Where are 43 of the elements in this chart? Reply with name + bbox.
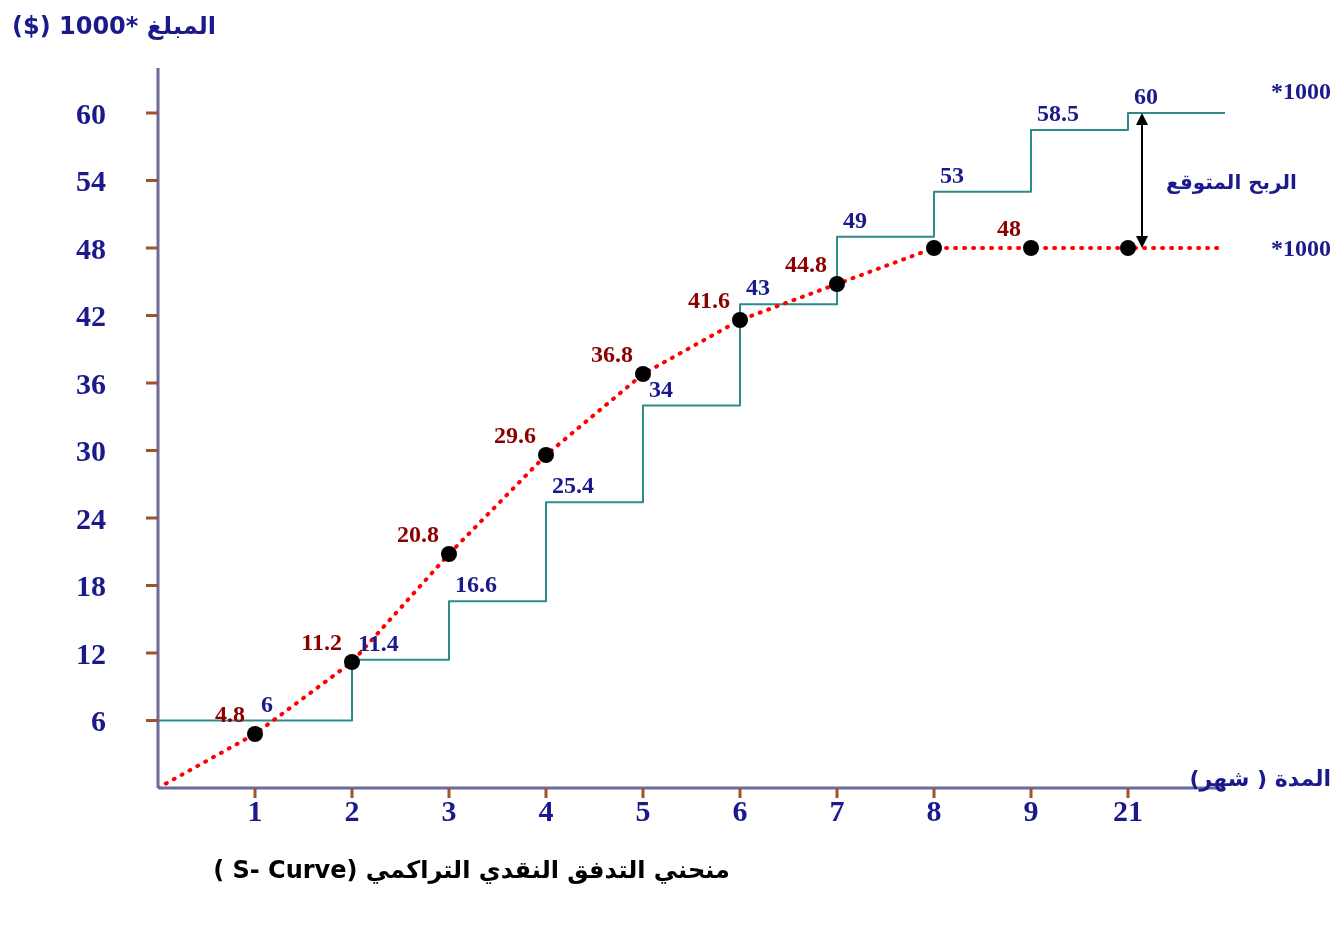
data-label: 25.4	[552, 472, 594, 499]
y-tick-label: 18	[76, 569, 106, 603]
x-tick-label: 7	[829, 794, 845, 828]
data-label: 6	[261, 690, 273, 717]
data-label: 11.2	[301, 629, 342, 655]
y-tick-label: 24	[76, 501, 106, 535]
x-tick-label: 3	[441, 794, 457, 828]
data-label: 34	[649, 375, 673, 402]
data-label: 49	[843, 206, 867, 233]
y-tick-label: 12	[76, 636, 106, 670]
y-tick-label: 30	[76, 434, 106, 468]
data-label: 36.8	[591, 341, 633, 367]
text: منحني التدفق النقدي التراكمي (S- Curve )	[212, 856, 731, 884]
data-label: 20.8	[397, 521, 439, 547]
x-tick-label: 4	[538, 794, 554, 828]
y-tick-label: 54	[76, 164, 106, 198]
x-tick-label: 9	[1023, 794, 1039, 828]
x-tick-label: 1	[247, 794, 263, 828]
data-label: 41.6	[688, 287, 730, 313]
x-tick-label: 8	[926, 794, 942, 828]
x-axis-title: المدة ( شهر)	[1189, 766, 1331, 791]
data-label: 16.6	[455, 571, 497, 598]
x-tick-label: 2	[344, 794, 360, 828]
x-tick-label: 21	[1113, 794, 1143, 828]
x-tick-label: 6	[732, 794, 748, 828]
data-label: 48	[997, 215, 1021, 241]
data-label: 58.5	[1037, 99, 1079, 126]
data-label: 11.4	[358, 629, 399, 656]
y-tick-label: 6	[91, 704, 106, 738]
y-tick-label: 42	[76, 299, 106, 333]
y-tick-label: 48	[76, 231, 106, 265]
y-axis-title: المبلغ *1000 ($)	[12, 12, 217, 40]
data-label: 53	[940, 161, 964, 188]
data-label: 44.8	[785, 251, 827, 277]
data-label: 60	[1134, 83, 1158, 109]
x-tick-label: 5	[635, 794, 651, 828]
data-label: 43	[746, 274, 770, 301]
y-tick-label: 36	[76, 366, 106, 400]
text: *1000	[1271, 78, 1331, 104]
data-label: 29.6	[494, 422, 536, 448]
text: *1000	[1271, 235, 1331, 261]
y-tick-label: 60	[76, 96, 106, 130]
annotation: الربح المتوقع	[1166, 169, 1297, 194]
